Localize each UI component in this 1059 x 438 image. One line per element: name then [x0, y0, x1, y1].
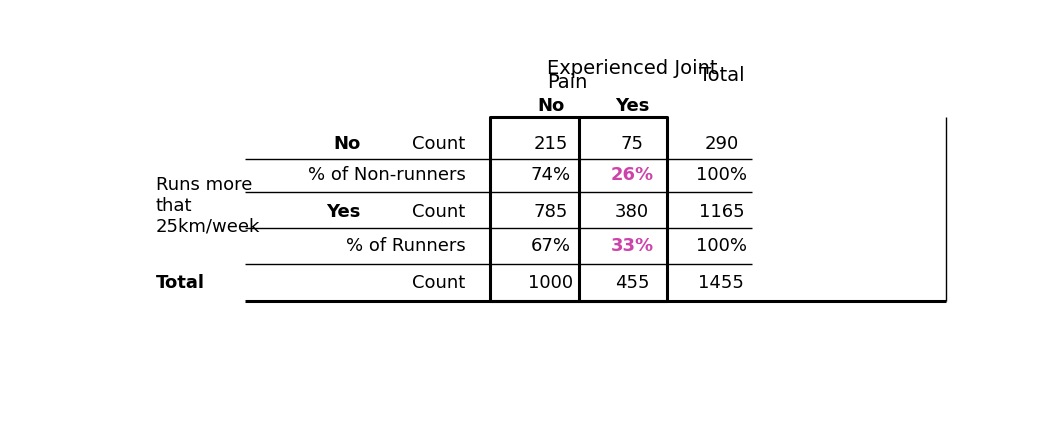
Text: % of Non-runners: % of Non-runners	[308, 166, 466, 184]
Text: Yes: Yes	[326, 203, 361, 221]
Text: Total: Total	[699, 66, 744, 85]
Text: Runs more
that
25km/week: Runs more that 25km/week	[156, 176, 261, 235]
Text: Yes: Yes	[615, 97, 649, 115]
Text: Pain: Pain	[548, 73, 588, 92]
Text: 215: 215	[534, 135, 568, 153]
Text: 67%: 67%	[531, 237, 571, 254]
Text: 75: 75	[621, 135, 644, 153]
Text: 100%: 100%	[696, 166, 747, 184]
Text: 380: 380	[615, 203, 649, 221]
Text: Count: Count	[412, 203, 466, 221]
Text: Total: Total	[156, 273, 204, 291]
Text: 26%: 26%	[611, 166, 653, 184]
Text: 1165: 1165	[699, 203, 744, 221]
Text: 100%: 100%	[696, 237, 747, 254]
Text: 1455: 1455	[699, 273, 744, 291]
Text: Count: Count	[412, 273, 466, 291]
Text: 290: 290	[704, 135, 738, 153]
Text: No: No	[537, 97, 564, 115]
Text: Experienced Joint: Experienced Joint	[548, 59, 718, 78]
Text: Count: Count	[412, 135, 466, 153]
Text: 785: 785	[534, 203, 568, 221]
Text: No: No	[334, 135, 361, 153]
Text: 455: 455	[615, 273, 649, 291]
Text: 1000: 1000	[528, 273, 573, 291]
Text: 33%: 33%	[611, 237, 653, 254]
Text: % of Runners: % of Runners	[346, 237, 466, 254]
Text: 74%: 74%	[531, 166, 571, 184]
